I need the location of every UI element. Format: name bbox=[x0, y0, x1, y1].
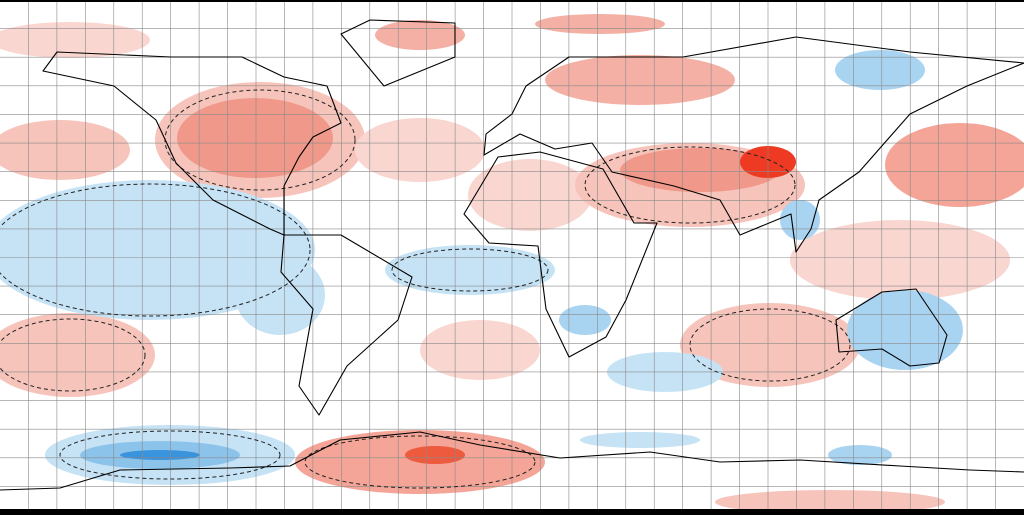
warm-area bbox=[468, 159, 592, 231]
contour bbox=[584, 146, 796, 224]
warm-area bbox=[0, 313, 155, 397]
cold-area bbox=[835, 50, 925, 90]
anomaly-shading bbox=[0, 14, 1024, 514]
warm-area bbox=[375, 20, 465, 50]
contour bbox=[0, 318, 146, 392]
cold-area bbox=[828, 445, 892, 465]
contour bbox=[59, 430, 281, 480]
cold-area bbox=[0, 180, 315, 320]
north-america bbox=[42, 51, 342, 236]
africa bbox=[463, 151, 658, 358]
warm-area bbox=[0, 120, 130, 180]
antarctica bbox=[0, 431, 1024, 491]
eurasia bbox=[483, 36, 1024, 253]
warm-area bbox=[620, 148, 780, 192]
coastlines bbox=[0, 19, 1024, 491]
warm-area bbox=[885, 123, 1024, 207]
top-border bbox=[0, 0, 1024, 2]
significance-contours bbox=[0, 89, 851, 489]
australia bbox=[835, 288, 948, 367]
warm-area bbox=[790, 220, 1010, 300]
south-america bbox=[280, 234, 413, 416]
cold-area bbox=[235, 255, 325, 335]
warm-area bbox=[715, 490, 945, 514]
cold-area bbox=[559, 305, 611, 335]
warm-area bbox=[177, 98, 333, 178]
contour bbox=[689, 308, 851, 382]
warm-area bbox=[420, 320, 540, 380]
contour bbox=[0, 183, 311, 317]
warm-area bbox=[545, 55, 735, 105]
cold-area bbox=[385, 245, 555, 295]
contour bbox=[304, 435, 536, 489]
contour bbox=[391, 248, 549, 292]
cold-area bbox=[120, 450, 200, 460]
greenland bbox=[340, 19, 456, 87]
cold-area bbox=[580, 432, 700, 448]
warm-area bbox=[355, 118, 485, 182]
warm-area bbox=[535, 14, 665, 34]
warm-area bbox=[405, 446, 465, 464]
warm-area bbox=[680, 303, 860, 387]
warm-area bbox=[0, 22, 150, 58]
cold-area bbox=[847, 290, 963, 370]
bottom-border bbox=[0, 509, 1024, 515]
